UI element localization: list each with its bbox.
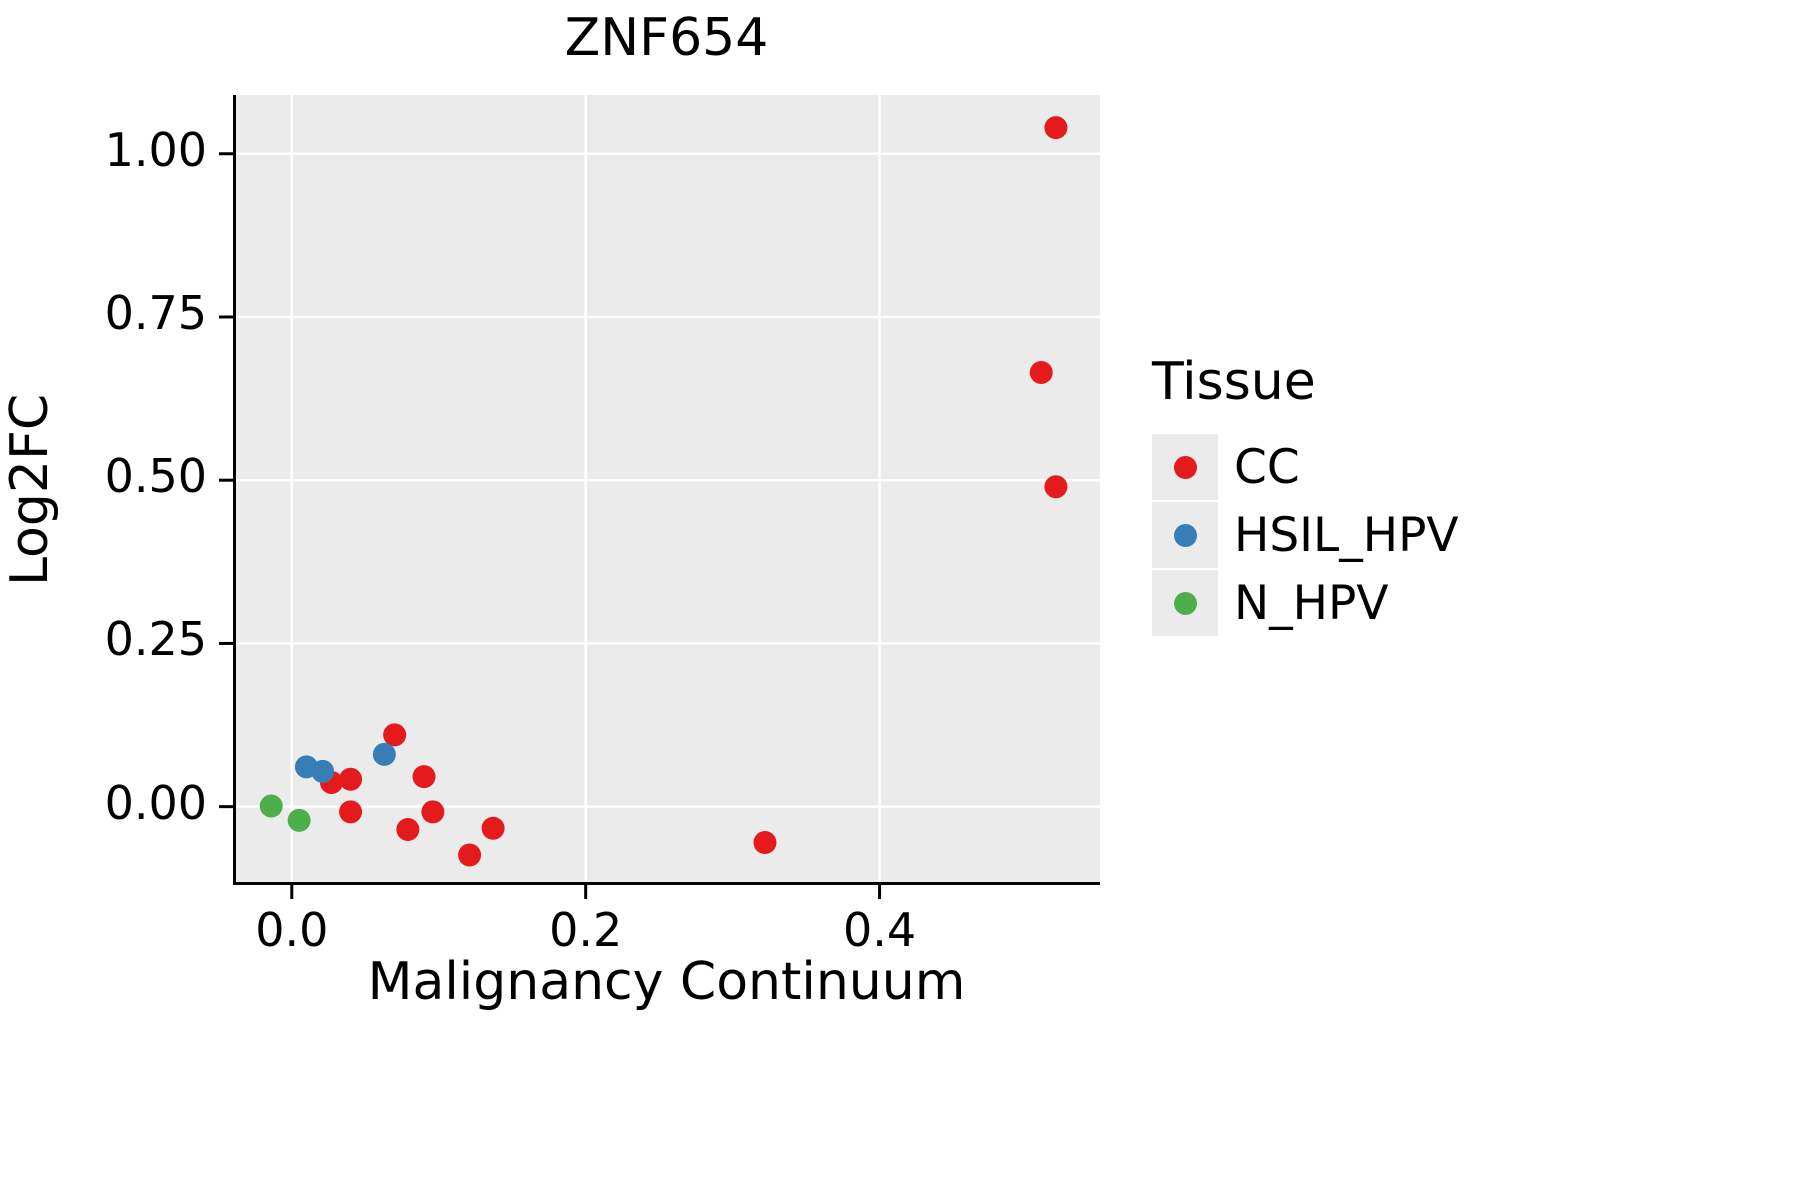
plot-area <box>219 95 1100 899</box>
legend-key <box>1152 570 1218 636</box>
hsil-hpv-dot-icon <box>1173 523 1197 547</box>
data-point-CC <box>339 767 363 791</box>
y-tick-label: 0.00 <box>104 775 207 830</box>
legend-item-hsil-hpv: HSIL_HPV <box>1152 502 1459 568</box>
data-point-N_HPV <box>259 794 283 818</box>
data-point-CC <box>396 818 420 842</box>
data-point-CC <box>1044 475 1068 499</box>
legend-item-cc: CC <box>1152 434 1459 500</box>
data-point-CC <box>753 831 777 855</box>
y-tick-label: 1.00 <box>104 122 207 177</box>
x-axis-label: Malignancy Continuum <box>367 952 966 1012</box>
data-point-CC <box>412 765 436 789</box>
x-tick-label: 0.4 <box>842 903 917 957</box>
legend-label-cc: CC <box>1234 439 1300 495</box>
y-tick-label: 0.50 <box>104 449 207 504</box>
n-hpv-dot-icon <box>1173 591 1197 615</box>
legend-item-n-hpv: N_HPV <box>1152 570 1459 636</box>
legend-key <box>1152 434 1218 500</box>
data-point-CC <box>1044 116 1068 140</box>
legend-label-n-hpv: N_HPV <box>1234 575 1389 631</box>
x-tick-label: 0.2 <box>549 903 623 957</box>
y-tick-label: 0.75 <box>104 285 207 340</box>
cc-dot-icon <box>1173 455 1197 479</box>
legend-label-hsil-hpv: HSIL_HPV <box>1234 507 1459 563</box>
chart-title: ZNF654 <box>564 8 769 68</box>
y-tick-label: 0.25 <box>104 612 207 667</box>
legend: Tissue CC HSIL_HPV N_HPV <box>1152 352 1459 638</box>
data-point-CC <box>458 843 482 867</box>
data-point-CC <box>481 816 505 840</box>
legend-key <box>1152 502 1218 568</box>
data-point-N_HPV <box>287 808 311 832</box>
data-point-HSIL_HPV <box>372 742 396 766</box>
legend-title: Tissue <box>1152 352 1316 412</box>
x-tick-label: 0.0 <box>255 903 329 957</box>
data-point-HSIL_HPV <box>311 759 335 783</box>
data-point-CC <box>383 723 407 747</box>
data-point-CC <box>1029 360 1053 384</box>
data-point-CC <box>339 800 363 824</box>
data-point-CC <box>421 800 445 824</box>
